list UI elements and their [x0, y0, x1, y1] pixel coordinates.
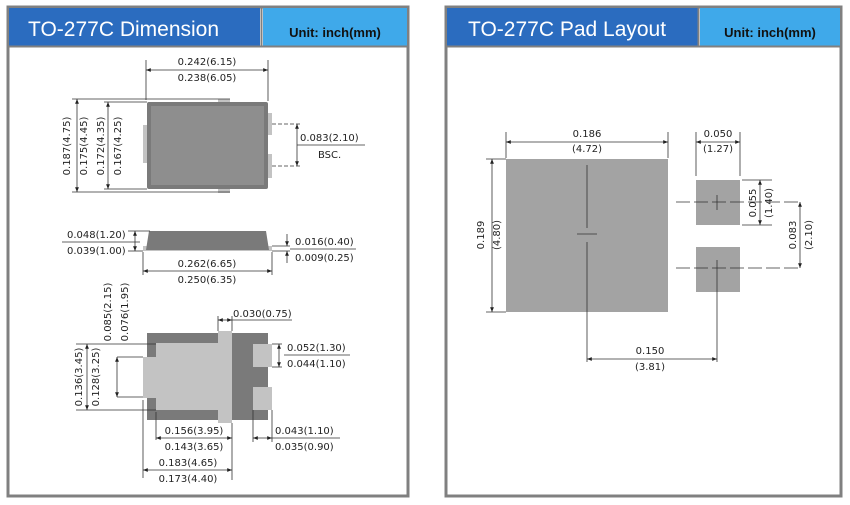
top-width-max: 0.242(6.15) — [178, 57, 237, 68]
dimension-unit-bar — [263, 8, 407, 46]
dimension-unit: Unit: inch(mm) — [289, 25, 381, 40]
pad-pitch-mm: (2.10) — [804, 220, 815, 250]
bottom-pad-h-min: 0.044(1.10) — [287, 359, 346, 370]
pad-pitch-in: 0.083 — [788, 221, 799, 250]
bottom-a-max: 0.085(2.15) — [103, 283, 114, 342]
small-pad-1 — [696, 180, 740, 225]
top-pitch: 0.083(2.10) — [300, 133, 359, 144]
dimension-title: TO-277C Dimension — [28, 18, 219, 41]
pad-layout-panel: TO-277C Pad Layout Unit: inch(mm) 0.186 … — [444, 5, 843, 498]
pad-span-in: 0.150 — [636, 346, 665, 357]
bottom-tab: 0.030(0.75) — [233, 309, 292, 320]
side-length-max: 0.262(6.65) — [178, 259, 237, 270]
dimension-panel: TO-277C Dimension Unit: inch(mm) 0.242(6… — [6, 5, 410, 498]
side-height-max: 0.048(1.20) — [67, 230, 126, 241]
big-pad-height-mm: (4.80) — [492, 220, 503, 250]
bottom-d-min: 0.173(4.40) — [159, 474, 218, 485]
bottom-pad-w-min: 0.035(0.90) — [275, 442, 334, 453]
big-pad-width-mm: (4.72) — [572, 144, 602, 155]
bottom-d-max: 0.183(4.65) — [159, 458, 218, 469]
small-pad-2 — [696, 247, 740, 292]
pad-unit-bar — [700, 8, 840, 46]
top-h4: 0.167(4.25) — [113, 117, 124, 176]
bottom-pad-h-max: 0.052(1.30) — [287, 343, 346, 354]
big-pad-height-in: 0.189 — [476, 221, 487, 250]
side-length-min: 0.250(6.35) — [178, 275, 237, 286]
pad-title: TO-277C Pad Layout — [468, 18, 666, 41]
bottom-a-min: 0.076(1.95) — [120, 283, 131, 342]
dimension-title-bar — [9, 8, 260, 46]
top-h1: 0.187(4.75) — [62, 117, 73, 176]
top-width-min: 0.238(6.05) — [178, 73, 237, 84]
big-pad-width-in: 0.186 — [573, 129, 602, 140]
bottom-c-max: 0.156(3.95) — [165, 426, 224, 437]
bottom-view: 0.085(2.15) 0.076(1.95) 0.136(3.45) 0.12… — [74, 283, 350, 485]
small-pad-height-in: 0.055 — [748, 189, 759, 218]
side-lead-min: 0.009(0.25) — [295, 253, 354, 264]
small-pad-width-mm: (1.27) — [703, 144, 733, 155]
top-h3: 0.172(4.35) — [96, 117, 107, 176]
bottom-b-min: 0.128(3.25) — [91, 348, 102, 407]
top-h2: 0.175(4.45) — [79, 117, 90, 176]
bottom-c-min: 0.143(3.65) — [165, 442, 224, 453]
pad-layout-drawing: 0.186 (4.72) 0.189 (4.80) 0.050 (1.27) 0… — [476, 129, 815, 373]
small-pad-height-mm: (1.40) — [764, 188, 775, 218]
small-pad-width-in: 0.050 — [704, 129, 733, 140]
top-pitch-note: BSC. — [318, 150, 341, 161]
side-lead-max: 0.016(0.40) — [295, 237, 354, 248]
pad-unit: Unit: inch(mm) — [724, 25, 816, 40]
top-view: 0.242(6.15) 0.238(6.05) 0.187(4.75) 0.17… — [62, 57, 365, 193]
side-height-min: 0.039(1.00) — [67, 246, 126, 257]
side-view: 0.048(1.20) 0.039(1.00) 0.016(0.40) 0.00… — [62, 230, 356, 286]
pad-span-mm: (3.81) — [635, 362, 665, 373]
pad-title-bar — [447, 8, 698, 46]
bottom-pad-w-max: 0.043(1.10) — [275, 426, 334, 437]
bottom-b-max: 0.136(3.45) — [74, 348, 85, 407]
